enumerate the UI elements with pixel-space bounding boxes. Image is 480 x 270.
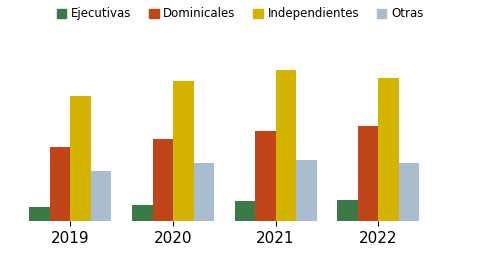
Bar: [193, 163, 214, 221]
Bar: [398, 163, 419, 221]
Bar: [337, 200, 358, 221]
Bar: [50, 147, 71, 221]
Bar: [276, 70, 296, 221]
Bar: [71, 96, 91, 221]
Bar: [91, 171, 111, 221]
Legend: Ejecutivas, Dominicales, Independientes, Otras: Ejecutivas, Dominicales, Independientes,…: [52, 3, 428, 25]
Bar: [378, 78, 398, 221]
Bar: [255, 131, 276, 221]
Bar: [132, 205, 153, 221]
Bar: [358, 126, 378, 221]
Bar: [235, 201, 255, 221]
Bar: [173, 80, 193, 221]
Bar: [29, 207, 50, 221]
Bar: [153, 139, 173, 221]
Bar: [296, 160, 317, 221]
